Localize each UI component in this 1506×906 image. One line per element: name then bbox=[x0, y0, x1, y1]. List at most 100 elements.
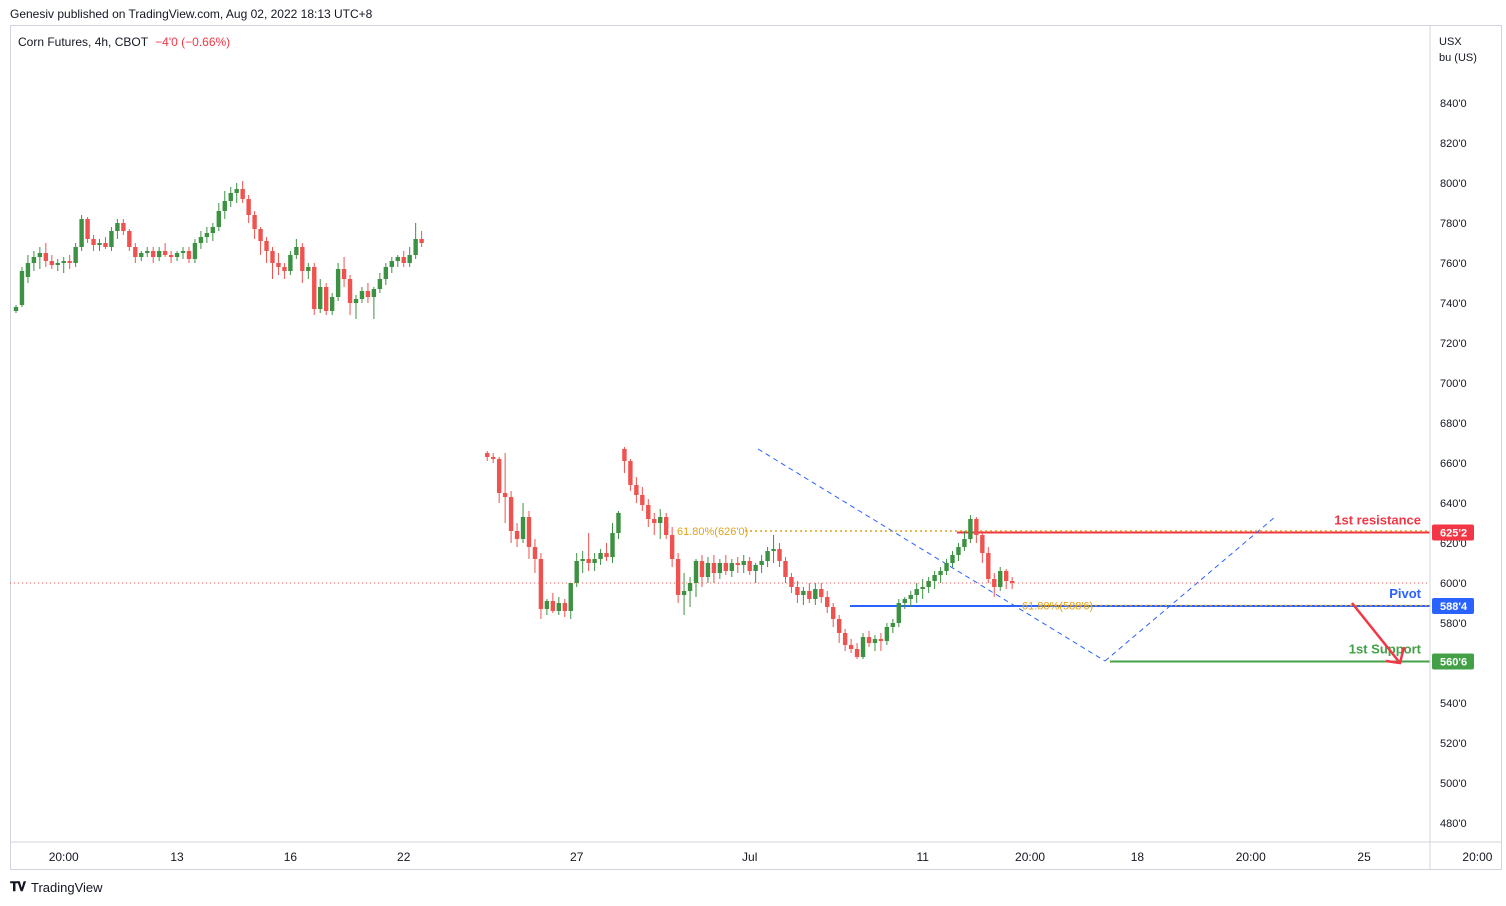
candle-body bbox=[896, 603, 902, 623]
candle-body bbox=[729, 563, 734, 571]
candle-body bbox=[210, 227, 216, 233]
candle-body bbox=[890, 623, 896, 627]
candles bbox=[13, 181, 1015, 659]
candle-body bbox=[234, 189, 239, 193]
candle-body bbox=[831, 607, 836, 619]
resistance-tag bbox=[1432, 524, 1474, 541]
candle-body bbox=[604, 553, 609, 557]
candle-body bbox=[162, 251, 168, 255]
candle-body bbox=[1003, 571, 1009, 581]
candle-body bbox=[986, 553, 991, 579]
candle-body bbox=[31, 257, 37, 263]
candle-body bbox=[628, 461, 633, 485]
y-tick-label: 800'0 bbox=[1440, 178, 1467, 190]
candle-body bbox=[962, 539, 967, 547]
candle-body bbox=[741, 561, 746, 565]
y-tick-label: 740'0 bbox=[1440, 298, 1467, 310]
candle-body bbox=[91, 239, 96, 245]
symbol-legend: Corn Futures, 4h, CBOT −4'0 (−0.66%) bbox=[18, 35, 230, 49]
candle-body bbox=[520, 517, 526, 539]
candle-body bbox=[926, 581, 931, 587]
candle-body bbox=[902, 599, 907, 603]
candle-body bbox=[13, 307, 19, 311]
candle-body bbox=[836, 619, 842, 633]
x-tick-label: 11 bbox=[916, 850, 929, 864]
candle-body bbox=[496, 459, 502, 493]
candle-body bbox=[640, 495, 645, 505]
candle-body bbox=[908, 595, 913, 599]
candle-body bbox=[198, 237, 204, 243]
candle-body bbox=[842, 633, 848, 645]
projection-arrow bbox=[1351, 602, 1401, 664]
candle-body bbox=[801, 591, 806, 595]
candle-body bbox=[204, 233, 210, 237]
candle-body bbox=[998, 571, 1003, 587]
price-unit: USX bu (US) bbox=[1439, 34, 1477, 66]
candle-body bbox=[276, 263, 281, 267]
candle-body bbox=[19, 271, 25, 305]
candle-body bbox=[395, 257, 400, 261]
candle-body bbox=[652, 519, 657, 523]
candle-body bbox=[693, 561, 699, 583]
y-tick-label: 820'0 bbox=[1440, 138, 1467, 150]
candle-body bbox=[306, 267, 311, 271]
candle-body bbox=[300, 247, 305, 271]
candle-body bbox=[79, 219, 84, 247]
candle-body bbox=[544, 601, 550, 609]
candle-body bbox=[377, 279, 383, 289]
x-tick-label: 16 bbox=[284, 850, 298, 864]
candle-body bbox=[866, 637, 872, 643]
y-tick-label: 580'0 bbox=[1440, 618, 1467, 630]
candle-body bbox=[145, 251, 150, 253]
trendline-up bbox=[1104, 516, 1276, 662]
candle-body bbox=[49, 261, 54, 265]
candle-body bbox=[711, 563, 717, 573]
candle-body bbox=[25, 263, 31, 277]
candle-body bbox=[616, 513, 621, 533]
symbol-name: Corn Futures, 4h, CBOT bbox=[18, 35, 148, 49]
support-tag bbox=[1432, 653, 1474, 670]
y-tick-label: 700'0 bbox=[1440, 378, 1467, 390]
y-tick-label: 720'0 bbox=[1440, 338, 1467, 350]
candle-body bbox=[562, 603, 567, 611]
candle-body bbox=[813, 589, 818, 599]
candle-body bbox=[771, 549, 776, 551]
candle-body bbox=[747, 561, 752, 571]
candle-body bbox=[73, 247, 78, 263]
support-tag-label: 560'6 bbox=[1440, 657, 1467, 669]
x-tick-label: 27 bbox=[570, 850, 584, 864]
candle-body bbox=[872, 639, 878, 643]
candle-body bbox=[884, 627, 890, 641]
candle-body bbox=[950, 555, 955, 563]
candle-body bbox=[980, 535, 985, 553]
candle-body bbox=[556, 603, 562, 611]
resistance-label: 1st resistance bbox=[1334, 513, 1421, 528]
candle-body bbox=[323, 287, 329, 311]
y-tick-label: 760'0 bbox=[1440, 258, 1467, 270]
candle-body bbox=[413, 239, 418, 255]
candle-body bbox=[622, 449, 627, 461]
candle-body bbox=[97, 243, 102, 245]
publish-header: Genesiv published on TradingView.com, Au… bbox=[10, 7, 373, 21]
candle-body bbox=[389, 261, 394, 267]
candle-body bbox=[920, 587, 925, 589]
x-tick-label: 20:00 bbox=[49, 850, 79, 864]
candle-body bbox=[735, 563, 740, 565]
y-tick-label: 520'0 bbox=[1440, 738, 1467, 750]
candle-body bbox=[992, 579, 997, 587]
candle-body bbox=[938, 571, 943, 575]
candle-body bbox=[687, 583, 693, 591]
candle-body bbox=[974, 519, 979, 535]
candle-body bbox=[264, 241, 269, 251]
candle-body bbox=[246, 199, 251, 215]
candle-body bbox=[550, 601, 556, 611]
trendline-down bbox=[757, 448, 1106, 662]
candle-body bbox=[192, 243, 198, 259]
candle-body bbox=[878, 639, 884, 641]
candle-body bbox=[329, 297, 335, 311]
candle-body bbox=[270, 251, 275, 263]
candle-body bbox=[914, 589, 919, 595]
candle-body bbox=[294, 247, 299, 255]
